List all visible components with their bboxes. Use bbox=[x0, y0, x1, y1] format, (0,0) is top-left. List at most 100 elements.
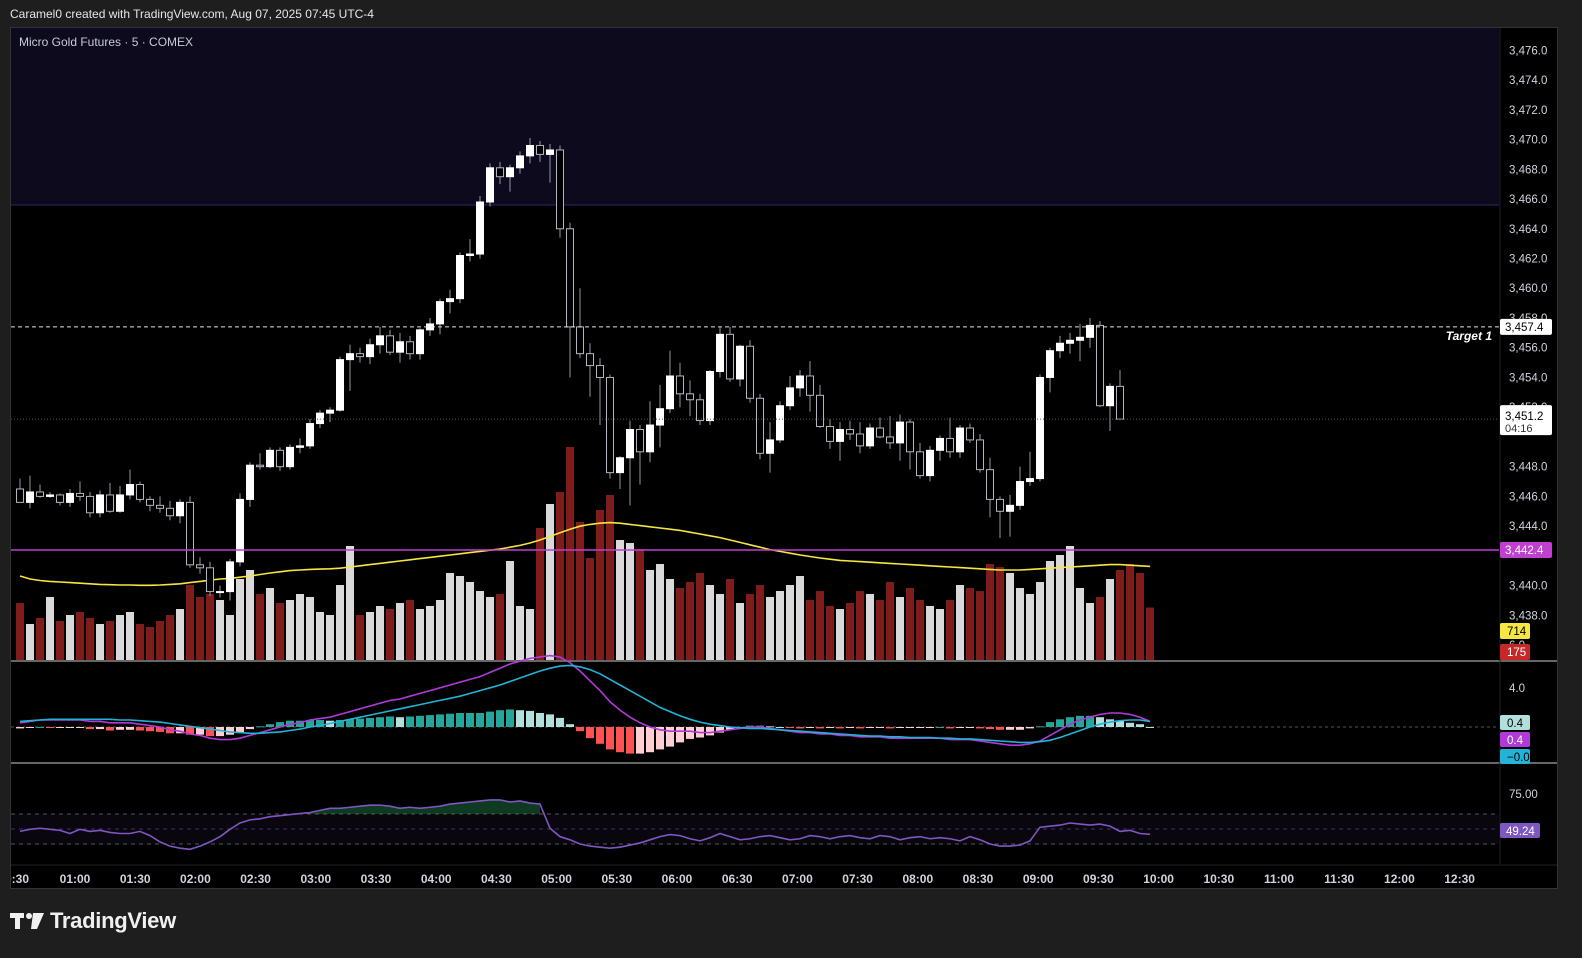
macd-histogram-bar[interactable] bbox=[456, 713, 464, 727]
volume-bar[interactable] bbox=[536, 528, 544, 660]
candle-body[interactable] bbox=[166, 507, 174, 517]
volume-bar[interactable] bbox=[836, 609, 844, 660]
candle-body[interactable] bbox=[696, 399, 704, 422]
macd-histogram-bar[interactable] bbox=[416, 715, 424, 727]
volume-bar[interactable] bbox=[866, 594, 874, 660]
candle-body[interactable] bbox=[536, 144, 544, 155]
candle-body[interactable] bbox=[176, 501, 184, 517]
macd-histogram-bar[interactable] bbox=[196, 727, 204, 735]
candle-body[interactable] bbox=[656, 408, 664, 426]
volume-bar[interactable] bbox=[816, 591, 824, 660]
macd-histogram-bar[interactable] bbox=[936, 727, 944, 728]
candle-body[interactable] bbox=[116, 494, 124, 512]
macd-histogram-bar[interactable] bbox=[226, 727, 234, 735]
macd-histogram-bar[interactable] bbox=[806, 727, 814, 728]
macd-histogram-bar[interactable] bbox=[1066, 717, 1074, 727]
volume-bar[interactable] bbox=[606, 495, 614, 660]
volume-bar[interactable] bbox=[896, 597, 904, 660]
candle-body[interactable] bbox=[96, 494, 104, 514]
volume-bar[interactable] bbox=[566, 447, 574, 660]
candle-body[interactable] bbox=[46, 494, 54, 497]
volume-bar[interactable] bbox=[996, 567, 1004, 660]
volume-bar[interactable] bbox=[276, 603, 284, 660]
candle-body[interactable] bbox=[1076, 336, 1084, 341]
volume-bar[interactable] bbox=[366, 612, 374, 660]
candle-body[interactable] bbox=[856, 433, 864, 447]
candle-body[interactable] bbox=[726, 333, 734, 380]
macd-histogram-bar[interactable] bbox=[766, 726, 774, 728]
candle-body[interactable] bbox=[306, 423, 314, 447]
volume-bar[interactable] bbox=[946, 600, 954, 660]
volume-bar[interactable] bbox=[66, 615, 74, 660]
macd-histogram-bar[interactable] bbox=[616, 727, 624, 753]
macd-histogram-bar[interactable] bbox=[126, 727, 134, 730]
volume-bar[interactable] bbox=[1116, 570, 1124, 660]
candle-body[interactable] bbox=[576, 326, 584, 355]
macd-histogram-bar[interactable] bbox=[1006, 727, 1014, 730]
volume-bar[interactable] bbox=[186, 585, 194, 660]
candle-body[interactable] bbox=[136, 484, 144, 500]
candle-body[interactable] bbox=[1116, 385, 1124, 420]
candle-body[interactable] bbox=[826, 426, 834, 442]
macd-histogram-bar[interactable] bbox=[876, 727, 884, 728]
candle-body[interactable] bbox=[266, 449, 274, 468]
macd-histogram-bar[interactable] bbox=[1126, 722, 1134, 727]
candle-body[interactable] bbox=[66, 492, 74, 503]
candle-body[interactable] bbox=[546, 149, 554, 155]
macd-histogram-bar[interactable] bbox=[236, 727, 244, 733]
volume-bar[interactable] bbox=[316, 612, 324, 660]
macd-histogram-bar[interactable] bbox=[1076, 715, 1084, 727]
volume-bar[interactable] bbox=[756, 585, 764, 660]
candle-body[interactable] bbox=[26, 491, 34, 503]
candle-body[interactable] bbox=[766, 439, 774, 454]
macd-histogram-bar[interactable] bbox=[306, 720, 314, 727]
volume-bar[interactable] bbox=[156, 621, 164, 660]
volume-bar[interactable] bbox=[706, 585, 714, 660]
candle-body[interactable] bbox=[906, 421, 914, 453]
macd-histogram-bar[interactable] bbox=[436, 714, 444, 727]
volume-bar[interactable] bbox=[1146, 607, 1154, 661]
volume-bar[interactable] bbox=[476, 591, 484, 660]
macd-histogram-bar[interactable] bbox=[1146, 727, 1154, 728]
volume-bar[interactable] bbox=[876, 600, 884, 660]
candle-body[interactable] bbox=[606, 376, 614, 474]
tradingview-footer[interactable]: TradingView bbox=[10, 906, 176, 936]
volume-bar[interactable] bbox=[116, 615, 124, 660]
candle-body[interactable] bbox=[746, 345, 754, 399]
macd-histogram-bar[interactable] bbox=[356, 718, 364, 727]
macd-histogram-bar[interactable] bbox=[46, 727, 54, 728]
volume-bar[interactable] bbox=[76, 612, 84, 660]
volume-bar[interactable] bbox=[1126, 564, 1134, 660]
macd-histogram-bar[interactable] bbox=[896, 727, 904, 728]
candle-body[interactable] bbox=[186, 501, 194, 566]
candle-body[interactable] bbox=[936, 437, 944, 451]
candle-body[interactable] bbox=[296, 445, 304, 448]
candle-body[interactable] bbox=[756, 397, 764, 454]
candle-body[interactable] bbox=[986, 469, 994, 500]
macd-histogram-bar[interactable] bbox=[946, 727, 954, 729]
rsi-line[interactable] bbox=[19, 799, 1151, 851]
volume-bar[interactable] bbox=[786, 585, 794, 660]
macd-histogram-bar[interactable] bbox=[296, 720, 304, 727]
macd-histogram-bar[interactable] bbox=[426, 715, 434, 727]
macd-histogram-bar[interactable] bbox=[1086, 715, 1094, 727]
volume-bar[interactable] bbox=[1136, 573, 1144, 660]
volume-bar[interactable] bbox=[336, 585, 344, 660]
macd-histogram-bar[interactable] bbox=[156, 727, 164, 732]
candle-body[interactable] bbox=[216, 591, 224, 594]
signal-line[interactable] bbox=[19, 664, 1151, 744]
candle-body[interactable] bbox=[806, 375, 814, 396]
macd-histogram-bar[interactable] bbox=[776, 727, 784, 728]
macd-histogram-bar[interactable] bbox=[986, 727, 994, 730]
volume-bar[interactable] bbox=[166, 615, 174, 660]
candle-body[interactable] bbox=[896, 421, 904, 444]
candle-body[interactable] bbox=[586, 353, 594, 367]
macd-histogram-bar[interactable] bbox=[636, 727, 644, 754]
volume-bar[interactable] bbox=[376, 606, 384, 660]
candle-body[interactable] bbox=[956, 427, 964, 453]
macd-histogram-bar[interactable] bbox=[506, 709, 514, 728]
candle-body[interactable] bbox=[1066, 339, 1074, 344]
macd-histogram-bar[interactable] bbox=[826, 727, 834, 728]
candle-body[interactable] bbox=[966, 427, 974, 441]
macd-histogram-bar[interactable] bbox=[96, 727, 104, 730]
